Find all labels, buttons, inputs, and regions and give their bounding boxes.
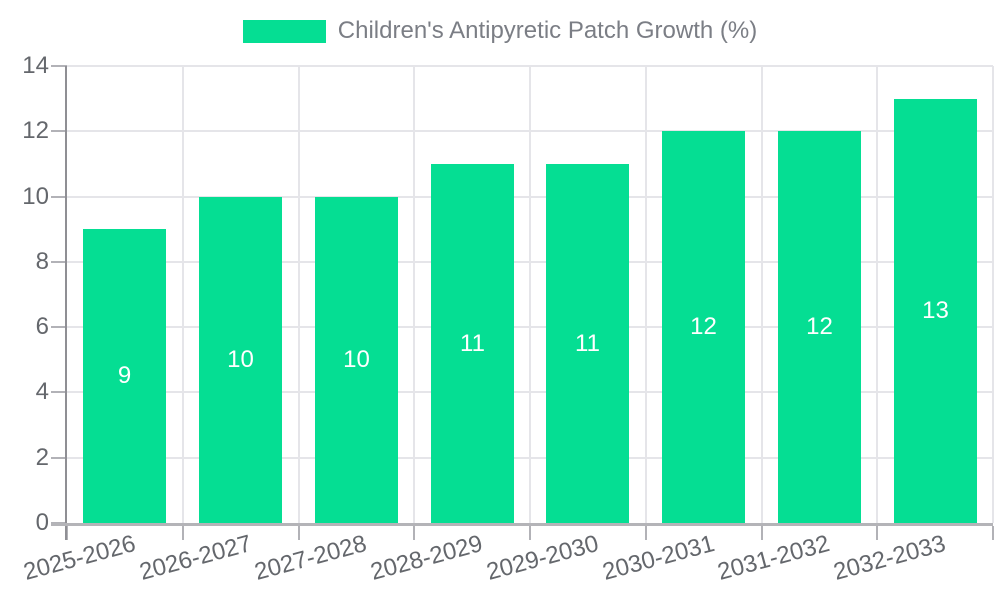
x-tick-label: 2031-2032 — [714, 530, 833, 586]
x-tick-label: 2027-2028 — [251, 530, 370, 586]
x-axis-tick — [645, 526, 647, 540]
y-tick-label: 8 — [35, 248, 49, 275]
y-tick-label: 14 — [22, 52, 49, 79]
x-axis-tick — [66, 526, 68, 540]
bar[interactable] — [431, 164, 514, 523]
bar-value-label: 13 — [922, 297, 949, 324]
gridline-vertical — [529, 66, 531, 523]
gridline-vertical — [413, 66, 415, 523]
x-tick-label: 2025-2026 — [20, 530, 139, 586]
bar-value-label: 12 — [806, 313, 833, 340]
x-axis-tick — [529, 526, 531, 540]
y-axis-tick — [51, 196, 67, 198]
x-axis-tick — [876, 526, 878, 540]
x-tick-label: 2028-2029 — [367, 530, 486, 586]
y-axis-tick — [51, 391, 67, 393]
bar-value-label: 12 — [690, 313, 717, 340]
gridline-vertical — [876, 66, 878, 523]
gridline-vertical — [298, 66, 300, 523]
y-tick-label: 12 — [22, 117, 49, 144]
bar[interactable] — [315, 197, 398, 523]
y-axis-tick — [51, 326, 67, 328]
legend-label: Children's Antipyretic Patch Growth (%) — [337, 17, 758, 44]
x-axis-tick — [182, 526, 184, 540]
x-axis-line — [51, 523, 993, 526]
x-axis-tick — [992, 526, 994, 540]
bar[interactable] — [199, 197, 282, 523]
bar-value-label: 10 — [227, 346, 254, 373]
gridline-vertical — [182, 66, 184, 523]
x-axis-tick — [413, 526, 415, 540]
y-tick-label: 2 — [35, 444, 49, 471]
y-axis-tick — [51, 261, 67, 263]
y-axis-line — [65, 66, 67, 540]
y-tick-label: 4 — [35, 378, 49, 405]
y-axis-tick — [51, 130, 67, 132]
x-tick-label: 2030-2031 — [599, 530, 718, 586]
y-axis-tick — [51, 65, 67, 67]
bar[interactable] — [83, 229, 166, 523]
bar[interactable] — [894, 99, 977, 523]
bar[interactable] — [662, 131, 745, 523]
x-tick-label: 2032-2033 — [830, 530, 949, 586]
bar[interactable] — [778, 131, 861, 523]
x-tick-label: 2026-2027 — [136, 530, 255, 586]
gridline-vertical — [992, 66, 994, 523]
gridline-vertical — [761, 66, 763, 523]
bar-value-label: 10 — [343, 346, 370, 373]
legend-swatch-icon — [242, 19, 326, 43]
y-tick-label: 0 — [35, 509, 49, 536]
x-axis-tick — [298, 526, 300, 540]
bar-value-label: 11 — [460, 330, 485, 357]
x-axis-tick — [761, 526, 763, 540]
bar-value-label: 11 — [575, 330, 600, 357]
bar[interactable] — [546, 164, 629, 523]
y-axis-tick — [51, 457, 67, 459]
x-tick-label: 2029-2030 — [483, 530, 602, 586]
y-tick-label: 6 — [35, 313, 49, 340]
chart-legend: Children's Antipyretic Patch Growth (%) — [0, 17, 1000, 45]
y-tick-label: 10 — [22, 183, 49, 210]
bar-value-label: 9 — [117, 362, 132, 389]
legend-item[interactable]: Children's Antipyretic Patch Growth (%) — [242, 17, 758, 45]
gridline-vertical — [645, 66, 647, 523]
